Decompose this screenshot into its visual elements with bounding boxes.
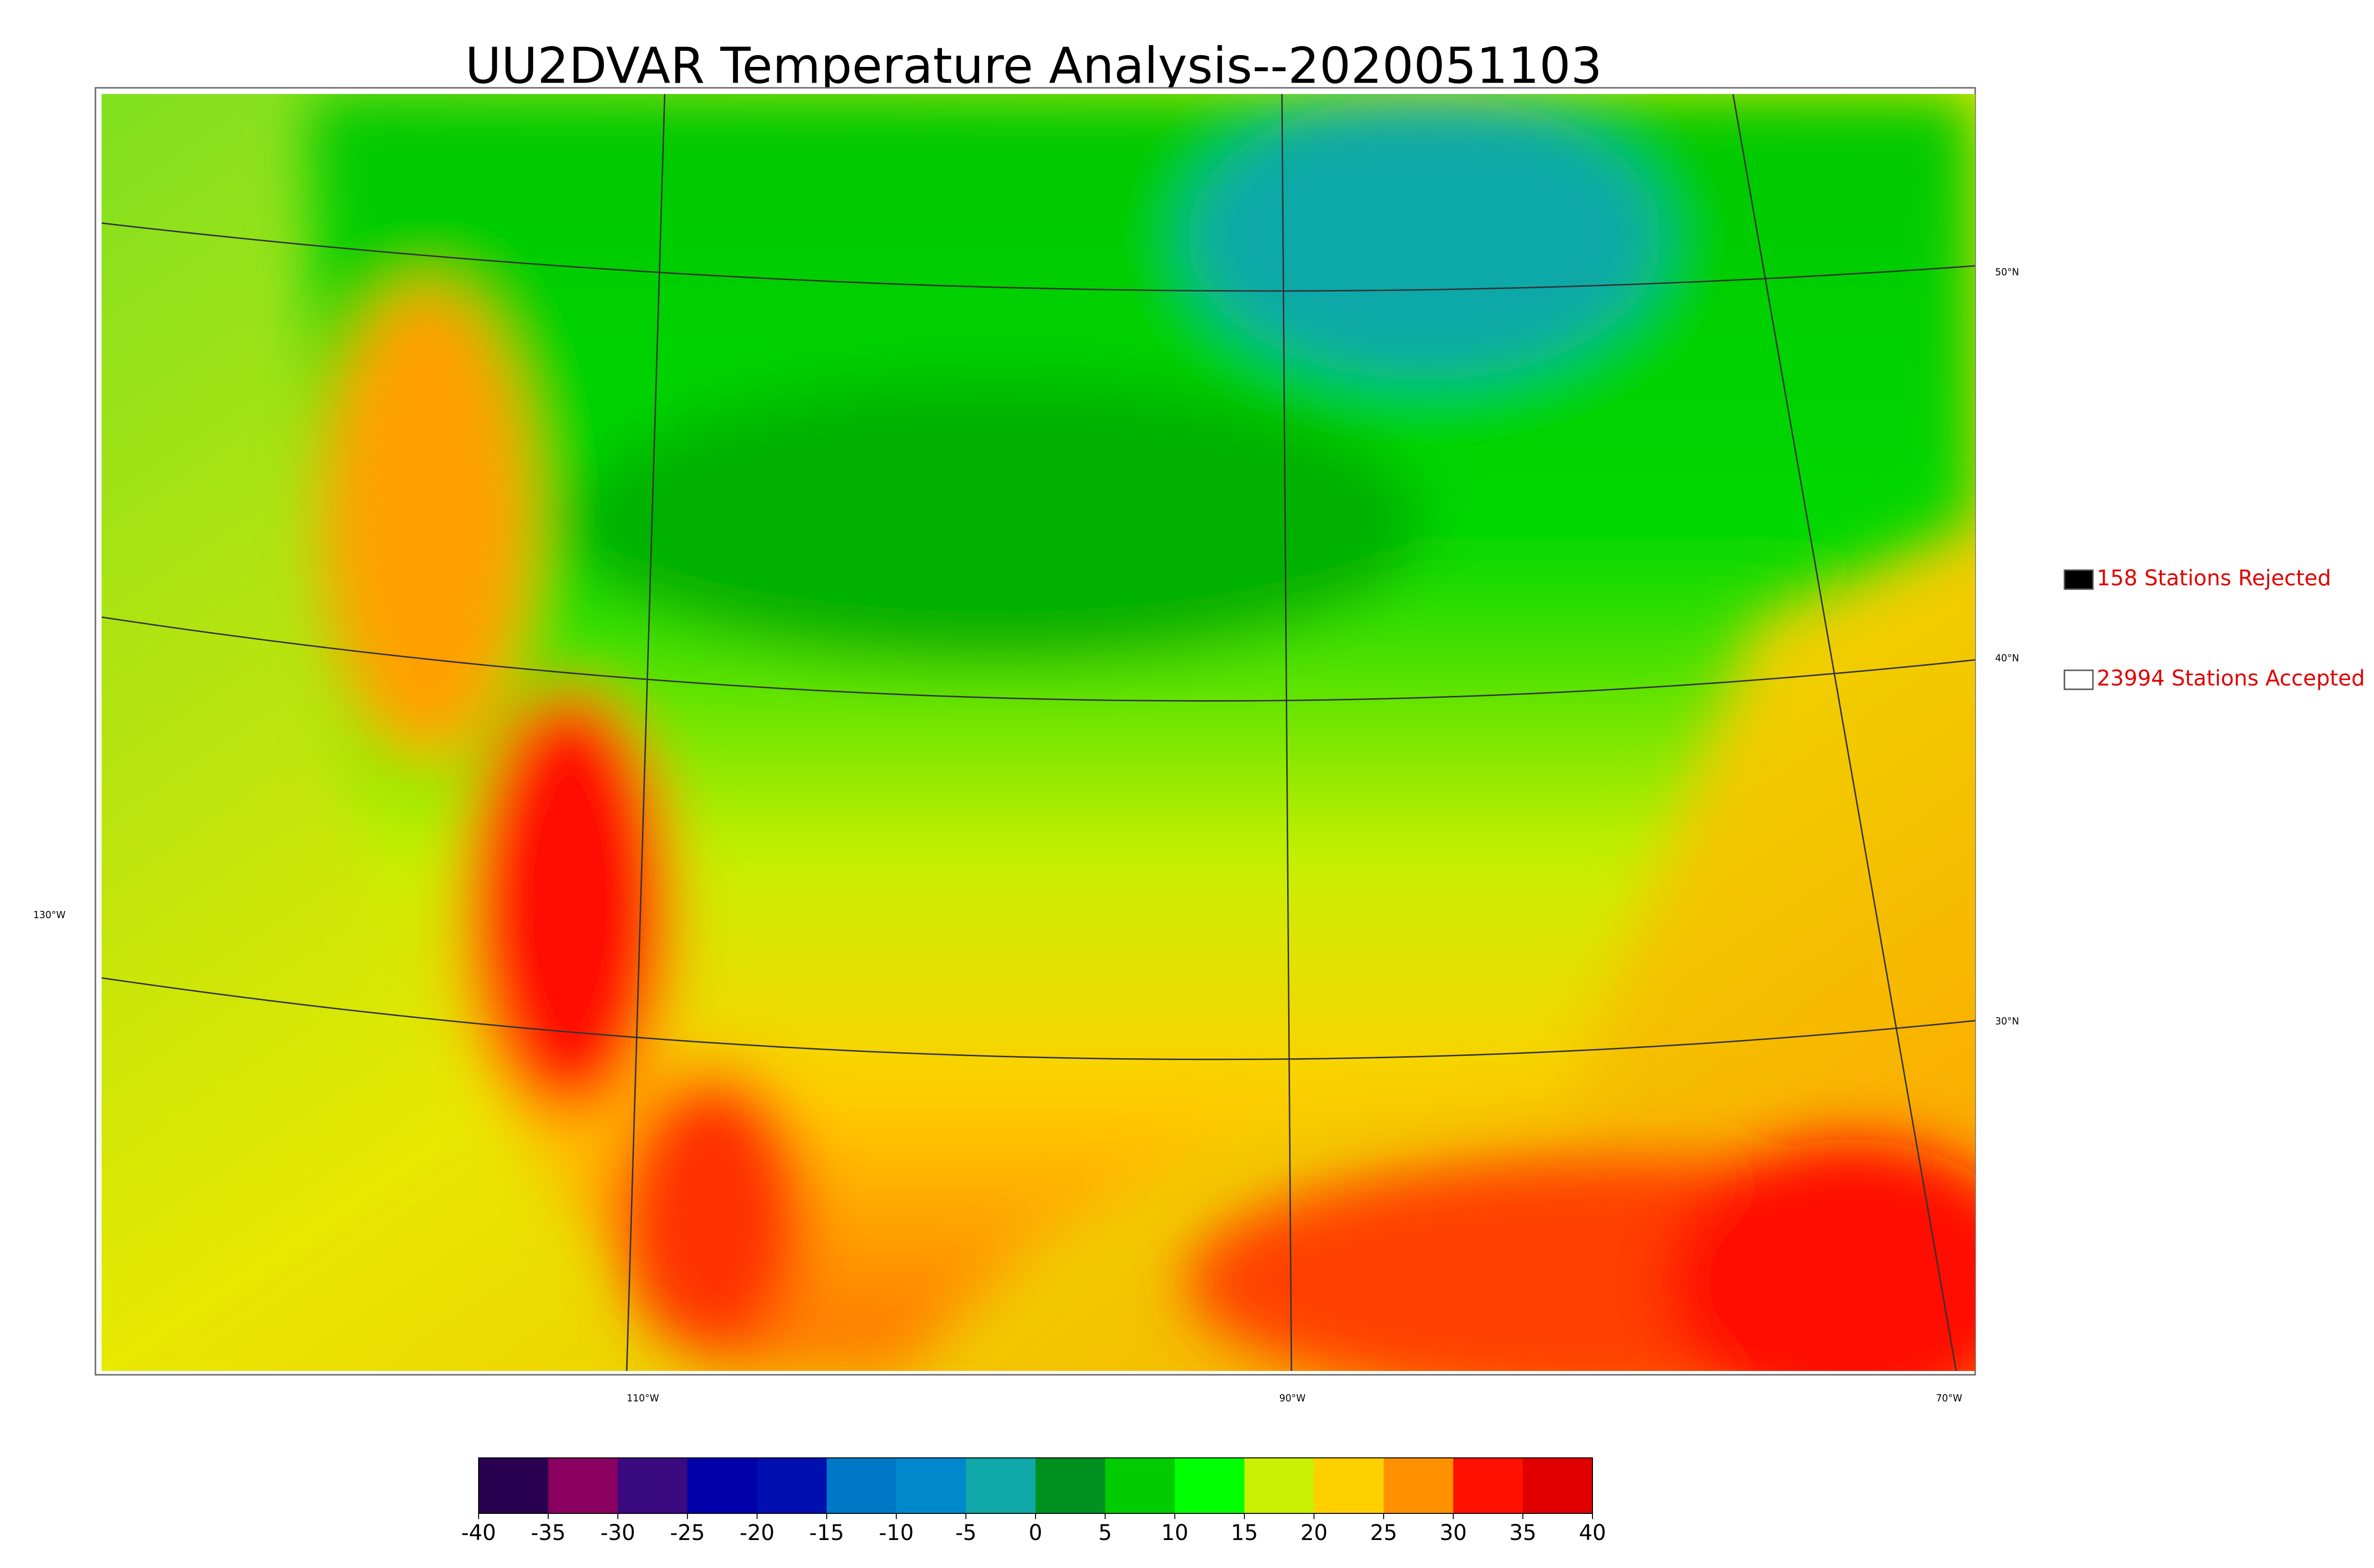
colorbar-tick-label: -15 — [809, 1520, 844, 1545]
colorbar-segment — [757, 1458, 828, 1513]
colorbar-segment — [1453, 1458, 1524, 1513]
colorbar-tick-label: -10 — [879, 1520, 914, 1545]
colorbar-tick-label: 10 — [1161, 1520, 1188, 1545]
legend-label: 158 Stations Rejected — [2097, 565, 2331, 591]
colorbar-segment — [896, 1458, 967, 1513]
colorbar-segment — [687, 1458, 758, 1513]
lat-label: 50°N — [1995, 266, 2019, 278]
lon-label: 90°W — [1279, 1392, 1305, 1404]
colorbar-segment — [1175, 1458, 1245, 1513]
colorbar-tick-label: 40 — [1579, 1520, 1606, 1545]
colorbar: -40 -35 -30 -25 -20 -15 -10 -5 0 5 10 15 20 25 30 35 40 — [461, 1457, 1606, 1545]
colorbar-tick-label: -25 — [670, 1520, 705, 1545]
colorbar-segment — [618, 1458, 688, 1513]
colorbar-segment — [1036, 1458, 1106, 1513]
colorbar-tick-label: 35 — [1509, 1520, 1536, 1545]
title: UU2DVAR Temperature Analysis--2020051103 — [465, 37, 1602, 94]
lon-label: 110°W — [627, 1392, 659, 1404]
colorbar-segment — [1244, 1458, 1315, 1513]
legend: 158 Stations Rejected 23994 Stations Acce… — [2063, 565, 2365, 691]
colorbar-segment — [966, 1458, 1036, 1513]
colorbar-tick-label: 30 — [1440, 1520, 1467, 1545]
colorbar-tick-label: 0 — [1029, 1520, 1043, 1545]
colorbar-tick-label: 5 — [1098, 1520, 1112, 1545]
colorbar-segment — [827, 1458, 897, 1513]
colorbar-tick-label: -35 — [531, 1520, 566, 1545]
colorbar-tick-label: -20 — [740, 1520, 775, 1545]
colorbar-segment — [1314, 1458, 1385, 1513]
colorbar-tick-label: 15 — [1231, 1520, 1258, 1545]
legend-label: 23994 Stations Accepted — [2097, 666, 2365, 691]
legend-swatch — [2063, 569, 2094, 590]
legend-swatch — [2063, 669, 2094, 690]
colorbar-segment — [479, 1458, 549, 1513]
colorbar-segment — [1105, 1458, 1176, 1513]
lat-label: 40°N — [1995, 652, 2019, 664]
colorbar-segment — [548, 1458, 619, 1513]
graticule — [102, 94, 1975, 1371]
map — [102, 94, 1975, 1371]
colorbar-tick-label: 20 — [1300, 1520, 1328, 1545]
colorbar-segment — [1523, 1458, 1593, 1513]
colorbar-tick-label: 25 — [1370, 1520, 1397, 1545]
colorbar-tick-label: -40 — [461, 1520, 496, 1545]
lon-label: 130°W — [33, 909, 66, 920]
lon-label: 70°W — [1936, 1392, 1962, 1404]
lat-label: 30°N — [1995, 1015, 2019, 1027]
colorbar-tick-label: -5 — [955, 1520, 977, 1545]
colorbar-segment — [1384, 1458, 1454, 1513]
colorbar-tick-label: -30 — [601, 1520, 636, 1545]
